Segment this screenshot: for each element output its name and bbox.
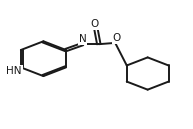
Text: O: O — [113, 33, 121, 43]
Text: N: N — [79, 34, 86, 44]
Text: O: O — [91, 19, 99, 29]
Text: HN: HN — [6, 66, 22, 76]
